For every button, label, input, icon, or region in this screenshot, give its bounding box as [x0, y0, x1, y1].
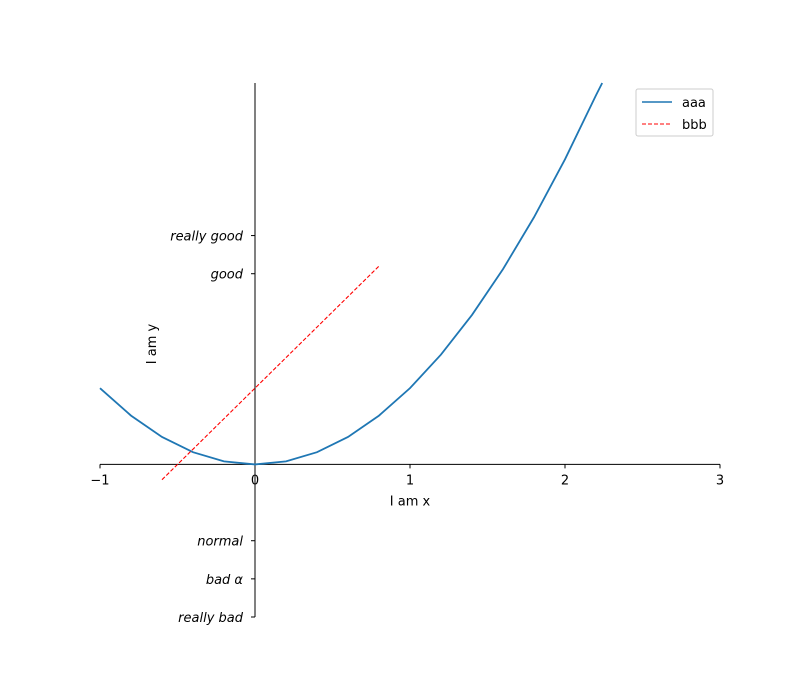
- series-line-aaa: [99, 82, 604, 466]
- legend-label-aaa: aaa: [682, 96, 706, 111]
- y-tick-label: bad α: [206, 573, 244, 588]
- legend-label-bbb: bbb: [682, 118, 707, 133]
- x-tick-label: 0: [251, 473, 259, 488]
- y-tick-label: really bad: [178, 611, 244, 626]
- axis-ticks: −1 0 1 2 3 really bad bad α normal good really go…: [90, 230, 724, 626]
- x-tick-label: 2: [561, 473, 569, 488]
- y-tick-label: really good: [170, 230, 244, 245]
- x-tick-label: 3: [716, 473, 724, 488]
- x-tick-label: −1: [90, 473, 109, 488]
- y-axis-label: I am y: [145, 323, 160, 364]
- x-axis-label: I am x: [390, 494, 431, 509]
- series-lines: [99, 82, 604, 481]
- y-tick-label: good: [211, 268, 244, 283]
- series-line-bbb: [161, 265, 380, 481]
- legend: aaa bbb: [635, 88, 714, 137]
- axis-spines: [100, 83, 720, 617]
- y-tick-label: normal: [197, 535, 243, 550]
- x-tick-label: 1: [406, 473, 414, 488]
